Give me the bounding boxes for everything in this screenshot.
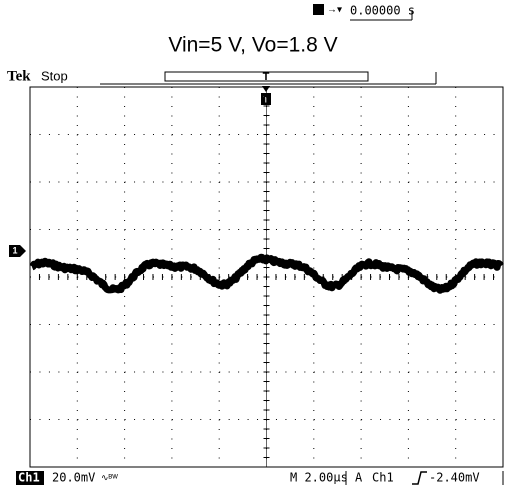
bandwidth-icon: ∿ᴮᵂ [101, 472, 118, 482]
title: Vin=5 V, Vo=1.8 V [168, 34, 337, 57]
trigger-t: T [263, 71, 270, 83]
trigger-level: -2.40mV [429, 471, 480, 485]
channel: Ch1 [18, 471, 40, 485]
brand: Tek [7, 68, 31, 84]
timebase: M 2.00µs [290, 471, 348, 485]
trigger-mode: A [355, 471, 363, 485]
vertical-scale: 20.0mV [52, 471, 95, 485]
graticule [30, 87, 503, 467]
acquisition-state: Stop [41, 68, 68, 83]
trigger-position: 0.00000 s [350, 4, 415, 18]
arrow: →▾ [327, 5, 342, 16]
trigger-icon [313, 4, 324, 15]
oscilloscope-screen: →▾ 0.00000 s Vin=5 V, Vo=1.8 V Tek Stop … [0, 0, 506, 486]
trigger-source: Ch1 [372, 471, 394, 485]
channel-marker-1: 1 [12, 245, 17, 255]
slope-icon [412, 472, 427, 484]
